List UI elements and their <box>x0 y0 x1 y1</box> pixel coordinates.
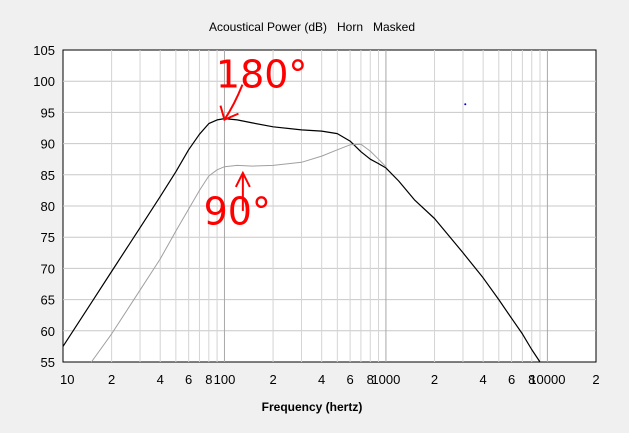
y-tick-label: 85 <box>41 168 55 183</box>
annotation-arrowhead-90 <box>234 170 251 188</box>
annotation-90: 90° <box>204 190 271 234</box>
annotation-arrow-180 <box>223 84 244 121</box>
annotation-arrowhead-180 <box>219 105 239 122</box>
y-tick-label: 65 <box>41 293 55 308</box>
x-tick-label: 4 <box>318 372 325 387</box>
x-tick-label: 10000 <box>529 372 565 387</box>
y-tick-label: 55 <box>41 355 55 370</box>
x-tick-label: 6 <box>185 372 192 387</box>
x-tick-label: 4 <box>480 372 487 387</box>
y-tick-label: 80 <box>41 199 55 214</box>
y-tick-label: 75 <box>41 230 55 245</box>
y-tick-label: 60 <box>41 324 55 339</box>
x-tick-label: 6 <box>508 372 515 387</box>
series-line-90 <box>90 143 387 363</box>
x-tick-label: 10 <box>60 372 74 387</box>
x-tick-label: 4 <box>157 372 164 387</box>
x-tick-label: 6 <box>346 372 353 387</box>
annotation-180: 180° <box>216 52 308 96</box>
x-tick-label: 2 <box>431 372 438 387</box>
x-axis-label: Frequency (hertz) <box>262 400 363 414</box>
x-tick-label: 8 <box>367 372 374 387</box>
y-tick-label: 105 <box>33 43 55 58</box>
x-tick-label: 8 <box>205 372 212 387</box>
y-tick-label: 95 <box>41 105 55 120</box>
y-tick-label: 70 <box>41 261 55 276</box>
x-tick-label: 2 <box>592 372 599 387</box>
x-tick-label: 2 <box>269 372 276 387</box>
y-tick-label: 90 <box>41 137 55 152</box>
marker-dot <box>464 103 467 106</box>
x-tick-label: 2 <box>108 372 115 387</box>
x-tick-label: 100 <box>214 372 236 387</box>
x-tick-label: 1000 <box>371 372 400 387</box>
x-tick-label: 8 <box>528 372 535 387</box>
chart-title: Acoustical Power (dB) Horn Masked <box>209 20 415 34</box>
series-line-180 <box>62 117 541 363</box>
y-tick-label: 100 <box>33 74 55 89</box>
